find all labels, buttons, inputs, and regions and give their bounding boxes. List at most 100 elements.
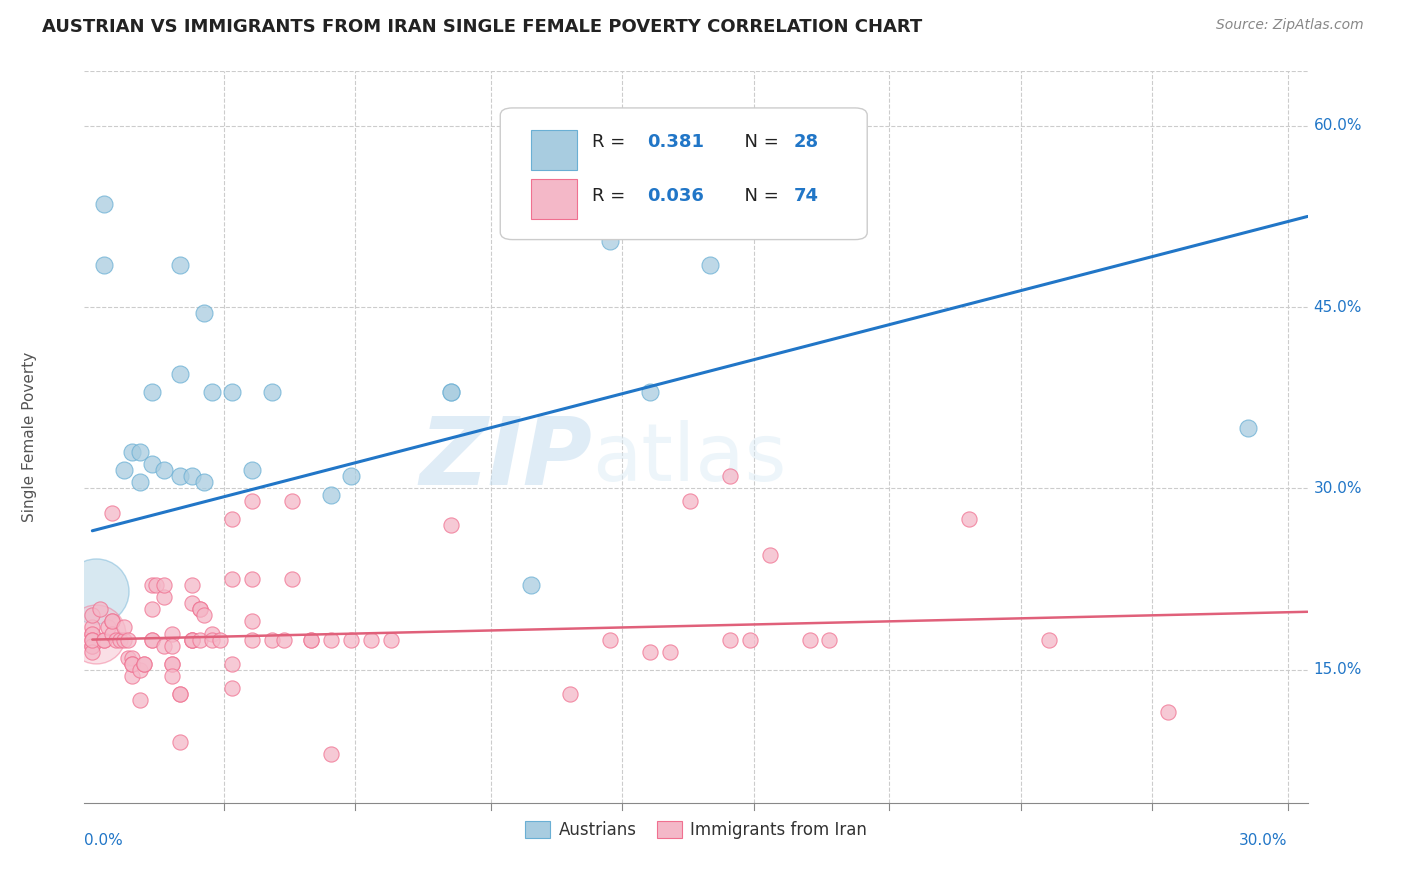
Point	[440, 384, 463, 399]
Point	[93, 197, 115, 211]
Point	[101, 615, 124, 629]
Point	[160, 669, 183, 683]
Point	[129, 693, 152, 707]
Point	[112, 620, 135, 634]
Point	[758, 548, 780, 562]
Point	[117, 650, 139, 665]
Point	[129, 475, 152, 490]
Point	[240, 463, 263, 477]
Point	[93, 258, 115, 272]
Point	[221, 657, 243, 671]
Point	[169, 687, 191, 701]
Point	[112, 463, 135, 477]
Point	[169, 469, 191, 483]
Point	[105, 632, 128, 647]
Point	[169, 687, 191, 701]
Point	[89, 602, 111, 616]
Point	[82, 645, 104, 659]
Point	[129, 445, 152, 459]
Text: 0.036: 0.036	[647, 186, 704, 204]
Point	[240, 632, 263, 647]
Point	[134, 657, 156, 671]
Point	[160, 657, 183, 671]
Point	[440, 384, 463, 399]
Text: AUSTRIAN VS IMMIGRANTS FROM IRAN SINGLE FEMALE POVERTY CORRELATION CHART: AUSTRIAN VS IMMIGRANTS FROM IRAN SINGLE …	[42, 18, 922, 36]
Point	[240, 493, 263, 508]
Point	[153, 639, 176, 653]
Point	[380, 632, 402, 647]
Point	[93, 632, 115, 647]
Point	[153, 591, 176, 605]
Text: 28: 28	[794, 133, 818, 152]
Point	[440, 517, 463, 532]
Point	[273, 632, 295, 647]
Point	[82, 626, 104, 640]
Point	[141, 457, 163, 471]
Point	[188, 602, 211, 616]
Point	[201, 632, 224, 647]
Point	[169, 735, 191, 749]
Point	[321, 632, 343, 647]
Text: 30.0%: 30.0%	[1239, 833, 1288, 848]
Point	[679, 493, 702, 508]
Point	[718, 469, 741, 483]
Point	[221, 384, 243, 399]
Point	[121, 445, 143, 459]
Point	[301, 632, 323, 647]
FancyBboxPatch shape	[531, 130, 578, 170]
Point	[121, 657, 143, 671]
Point	[153, 578, 176, 592]
Point	[321, 487, 343, 501]
Text: ZIP: ZIP	[419, 413, 592, 505]
Point	[599, 234, 621, 248]
Point	[193, 306, 215, 320]
Point	[82, 632, 104, 647]
Point	[321, 747, 343, 762]
Text: 0.381: 0.381	[647, 133, 704, 152]
Point	[129, 663, 152, 677]
Point	[1236, 421, 1258, 435]
Point	[101, 626, 124, 640]
Text: 0.0%: 0.0%	[84, 833, 124, 848]
Point	[1157, 705, 1180, 719]
Point	[519, 578, 541, 592]
Text: 30.0%: 30.0%	[1313, 481, 1362, 496]
Point	[1038, 632, 1060, 647]
Point	[340, 469, 363, 483]
Text: 45.0%: 45.0%	[1313, 300, 1362, 315]
Point	[181, 469, 204, 483]
Point	[240, 572, 263, 586]
Point	[82, 632, 104, 647]
Point	[141, 384, 163, 399]
Point	[110, 632, 132, 647]
Point	[101, 615, 124, 629]
Point	[101, 506, 124, 520]
Point	[141, 632, 163, 647]
Point	[188, 602, 211, 616]
Point	[82, 608, 104, 623]
Point	[221, 572, 243, 586]
Point	[280, 493, 302, 508]
Point	[280, 572, 302, 586]
Point	[957, 511, 980, 525]
Text: Source: ZipAtlas.com: Source: ZipAtlas.com	[1216, 18, 1364, 32]
Point	[193, 608, 215, 623]
Point	[360, 632, 382, 647]
Point	[82, 620, 104, 634]
Point	[121, 650, 143, 665]
Point	[145, 578, 167, 592]
Point	[121, 657, 143, 671]
Point	[188, 632, 211, 647]
Point	[82, 639, 104, 653]
Point	[599, 632, 621, 647]
Text: R =: R =	[592, 133, 631, 152]
Point	[260, 384, 283, 399]
Text: N =: N =	[733, 186, 785, 204]
Point	[340, 632, 363, 647]
Point	[560, 687, 582, 701]
Point	[799, 632, 821, 647]
Point	[659, 645, 682, 659]
Point	[169, 367, 191, 381]
Point	[221, 511, 243, 525]
Point	[121, 669, 143, 683]
